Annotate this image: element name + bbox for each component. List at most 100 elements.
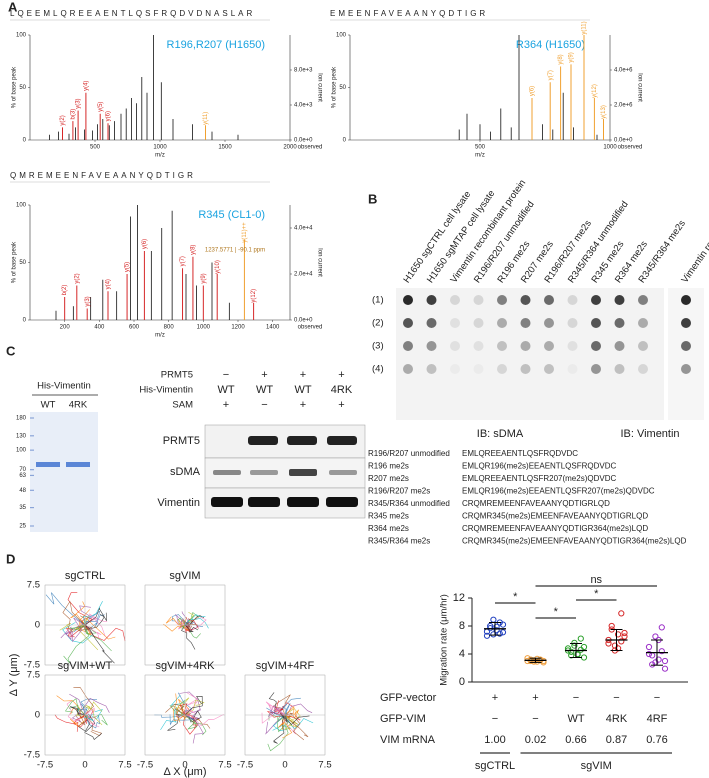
peak-label: y(11)++ [242, 222, 248, 243]
track [261, 704, 286, 724]
peak-label: y(5) [125, 262, 131, 272]
dot [567, 318, 578, 328]
peak-label: y(6) [106, 111, 112, 121]
track [280, 713, 310, 726]
data-point [577, 646, 584, 653]
peptide-name: R207 me2s [368, 474, 409, 483]
data-point [649, 652, 656, 659]
track [265, 714, 286, 735]
peptide-name: R364 me2s [368, 524, 409, 533]
condition-cell: WT [294, 384, 311, 396]
track [63, 624, 89, 664]
data-point [645, 643, 653, 651]
y-axis-label: Δ Y (μm) [8, 654, 20, 697]
peak-label: y(12) [251, 289, 257, 303]
peptide-sequence: EMEENFAVEAANYQDTIGR [330, 9, 488, 18]
track [59, 622, 86, 633]
condition-cell: − [261, 399, 267, 411]
y-axis-label: % of base peak [332, 66, 338, 108]
blot-label: IB: sDMA [477, 428, 524, 440]
row-label: (4) [372, 364, 384, 375]
data-point [568, 648, 575, 656]
condition-label: His-Vimentin [139, 385, 193, 396]
dot-blot [668, 288, 704, 420]
track [160, 708, 186, 731]
track [163, 623, 186, 632]
x-tick-label: 1000 [197, 325, 211, 331]
row-cell: 4RK [606, 713, 628, 725]
dot [403, 364, 413, 374]
dot [497, 341, 507, 351]
row-cell: 0.02 [525, 734, 546, 746]
gel-title: His-Vimentin [37, 381, 91, 392]
band [213, 470, 241, 475]
track [75, 706, 103, 726]
column-label: Vimentin recombinant protein [680, 178, 709, 285]
panel-label: C [6, 343, 16, 358]
peak-label: y(9) [201, 273, 207, 283]
dot [544, 364, 554, 374]
track [64, 698, 86, 716]
gel-band [66, 462, 90, 467]
x-tick-label: 600 [129, 325, 140, 331]
y-tick-label: 0 [459, 676, 465, 688]
dot [681, 341, 691, 351]
dot [473, 318, 484, 328]
dot [614, 318, 625, 328]
peptide-sequence: QMREMEENFAVEAANYQDTIGR [10, 171, 196, 180]
dot [473, 295, 484, 305]
peak-label: y(8) [558, 54, 564, 64]
condition-cell: + [261, 369, 267, 381]
row-cell: − [654, 692, 660, 704]
x-tick-label: 1000 [153, 145, 167, 151]
y-tick-label: 0 [343, 138, 347, 144]
track [75, 617, 116, 640]
track [84, 624, 102, 638]
peak-label: y(8) [191, 245, 197, 255]
track [278, 714, 293, 739]
band [211, 497, 243, 507]
track [184, 611, 199, 626]
x-tick-label: 1400 [266, 325, 280, 331]
x-axis-label: Δ X (μm) [163, 766, 206, 778]
x-tick-label: 2000 [283, 145, 297, 151]
row-cell: − [492, 713, 498, 725]
dot [681, 364, 691, 374]
marker-label: 48 [19, 488, 26, 494]
peak-label: b(3) [70, 109, 76, 120]
data-point [645, 650, 653, 658]
dot [520, 295, 531, 305]
track [177, 617, 186, 630]
peak-label: y(4) [106, 279, 112, 289]
track [266, 702, 293, 718]
y-axis-label: Migration rate (μm/hr) [439, 594, 450, 686]
dot [567, 364, 578, 374]
band [329, 470, 357, 475]
track [62, 600, 86, 629]
x-tick-label: 7.5 [318, 760, 331, 771]
condition-cell: − [223, 369, 229, 381]
dot [591, 318, 601, 328]
track [165, 616, 186, 626]
data-point [661, 657, 669, 665]
dot [591, 295, 601, 305]
panel-label: B [368, 191, 377, 206]
track [284, 705, 299, 718]
row-cell: + [532, 692, 538, 704]
lane-label: WT [41, 400, 56, 411]
dot [426, 318, 437, 328]
y-tick-label: 50 [19, 85, 26, 91]
spectrum-title: R364 (H1650) [516, 39, 585, 51]
track [84, 624, 115, 664]
marker-label: 63 [19, 473, 26, 479]
condition-cell: + [300, 399, 306, 411]
dot [591, 364, 601, 374]
band [248, 497, 280, 507]
row-label: GFP-vector [380, 692, 437, 704]
y2-axis-label: Ion current [636, 73, 642, 102]
track [65, 617, 86, 643]
track [182, 714, 199, 735]
track [184, 714, 224, 727]
dot [544, 318, 554, 328]
dot [681, 295, 691, 305]
